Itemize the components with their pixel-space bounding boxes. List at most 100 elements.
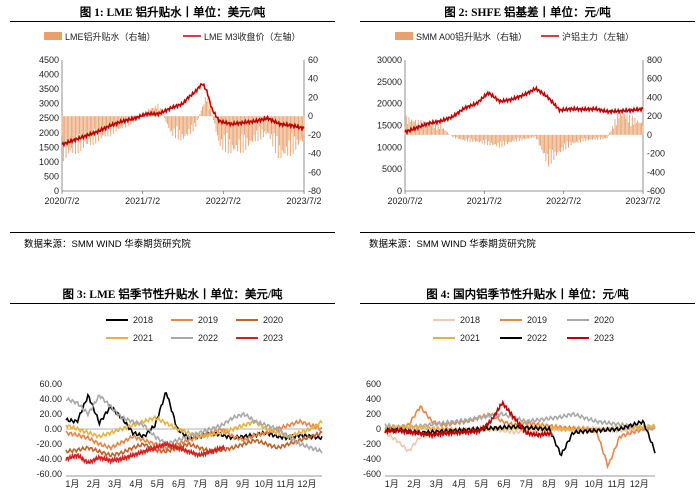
bar xyxy=(541,134,543,151)
y-tick-label: 20.00 xyxy=(39,409,62,419)
bar xyxy=(262,116,264,138)
bar xyxy=(91,116,93,134)
bar xyxy=(593,134,595,139)
bar xyxy=(525,134,527,139)
bar xyxy=(425,122,427,135)
bar xyxy=(275,116,277,153)
bar xyxy=(474,134,476,142)
x-tick-label: 2020/7/2 xyxy=(44,196,79,206)
bar xyxy=(238,116,240,140)
bar xyxy=(264,116,266,132)
chart-source: 数据来源：SMM WIND 华泰期货研究院 xyxy=(369,239,536,250)
bar xyxy=(254,116,256,142)
y-tick-label-left: 5000 xyxy=(382,164,402,174)
bar xyxy=(524,134,526,140)
bar xyxy=(88,116,90,139)
bar xyxy=(589,134,591,140)
x-tick-label: 1月 xyxy=(385,479,399,489)
bar xyxy=(642,126,644,135)
bar xyxy=(72,116,74,153)
bar xyxy=(184,116,186,136)
bar xyxy=(490,134,492,143)
legend-swatch xyxy=(395,32,413,40)
bar xyxy=(437,123,439,135)
bar xyxy=(62,116,64,162)
legend-label: SMM A00铝升贴水（右轴） xyxy=(416,31,527,42)
bar xyxy=(477,134,479,142)
bar xyxy=(562,134,564,152)
bar xyxy=(627,122,629,135)
bar xyxy=(568,134,569,148)
y-tick-label-right: -400 xyxy=(647,167,665,177)
bar xyxy=(478,134,480,143)
bar xyxy=(87,116,89,144)
bar xyxy=(292,116,294,154)
y-tick-label-right: -20 xyxy=(308,130,321,140)
legend-label: 2023 xyxy=(594,333,614,343)
bar xyxy=(162,115,164,117)
bar xyxy=(212,116,214,121)
bar xyxy=(526,134,528,139)
bar xyxy=(96,116,98,131)
bar xyxy=(199,114,201,117)
bar xyxy=(581,134,583,139)
bar xyxy=(195,116,197,127)
bar xyxy=(573,134,575,144)
x-tick-label: 4月 xyxy=(452,479,466,489)
bar xyxy=(577,134,579,143)
bar xyxy=(156,108,158,117)
bar xyxy=(84,116,86,142)
bar xyxy=(599,134,601,140)
bar xyxy=(473,134,475,140)
bar xyxy=(502,134,504,141)
y-tick-label-right: 400 xyxy=(647,92,662,102)
bar xyxy=(556,134,557,156)
x-tick-label: 2020/7/2 xyxy=(387,196,422,206)
bar xyxy=(65,116,67,158)
bar xyxy=(193,116,195,123)
bar xyxy=(207,94,209,117)
bar xyxy=(196,116,198,121)
y-tick-label-right: 200 xyxy=(647,111,662,121)
y-tick-label-right: 60 xyxy=(308,55,318,65)
bar xyxy=(472,134,474,143)
bar xyxy=(108,116,110,128)
y-tick-label: -20.00 xyxy=(36,439,62,449)
x-tick-label: 5月 xyxy=(475,479,489,489)
bar xyxy=(269,116,271,140)
bar xyxy=(214,116,216,124)
bar xyxy=(572,134,573,143)
y-tick-label-right: 600 xyxy=(647,74,662,84)
bar xyxy=(192,116,194,132)
bar xyxy=(298,116,299,145)
chart-title: 图 4: 国内铝季节性升贴水丨单位：元/吨 xyxy=(426,289,629,301)
y-tick-label-left: 20000 xyxy=(377,99,402,109)
bar xyxy=(299,116,301,142)
bar xyxy=(488,134,490,142)
x-tick-label: 10月 xyxy=(255,479,274,489)
bar xyxy=(161,113,163,117)
bar xyxy=(244,116,245,135)
bar xyxy=(281,116,283,151)
bar xyxy=(219,116,221,147)
bar xyxy=(416,124,418,135)
chart-2-svg: SMM A00铝升贴水（右轴） 沪铝主力（左轴） 0 5000 10000 15000 20… xyxy=(377,31,665,206)
bar xyxy=(171,116,172,131)
bar xyxy=(504,134,506,146)
series-line-2022 xyxy=(65,394,323,454)
bar xyxy=(242,116,244,153)
bar xyxy=(433,127,435,135)
bar xyxy=(639,123,641,135)
y-tick-label-right: -40 xyxy=(308,149,321,159)
bar xyxy=(465,134,467,140)
y-tick-label-right: 800 xyxy=(647,55,662,65)
bar xyxy=(285,116,287,147)
bar xyxy=(591,134,593,140)
bar xyxy=(536,134,538,140)
bar xyxy=(203,104,205,117)
bar xyxy=(180,116,182,141)
bar xyxy=(470,134,472,139)
bar xyxy=(522,134,524,139)
bar xyxy=(168,116,170,128)
bar xyxy=(561,134,563,148)
